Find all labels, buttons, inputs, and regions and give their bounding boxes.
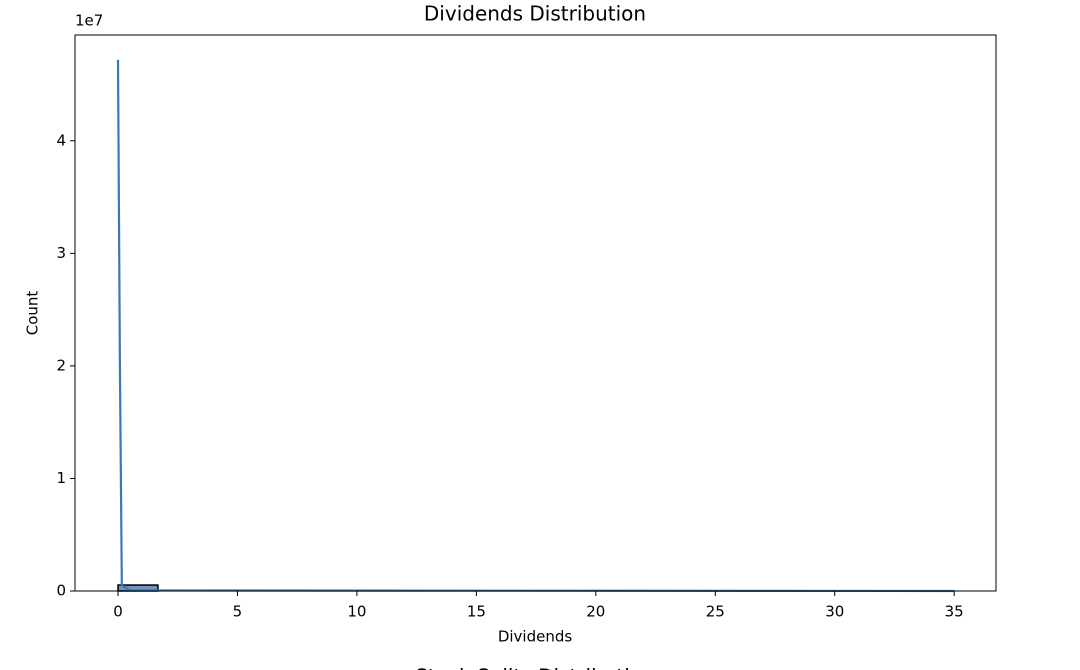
x-axis-label: Dividends xyxy=(498,628,573,646)
x-tick-label: 30 xyxy=(825,603,844,621)
x-tick-label: 0 xyxy=(113,603,123,621)
y-offset-label: 1e7 xyxy=(75,12,103,30)
y-tick-label: 4 xyxy=(56,131,66,149)
y-axis-label: Count xyxy=(24,291,42,336)
x-tick-label: 15 xyxy=(467,603,486,621)
x-tick-label: 25 xyxy=(706,603,725,621)
next-chart-title: Stock Splits Distribution xyxy=(415,665,655,670)
x-tick-label: 35 xyxy=(945,603,964,621)
x-tick-label: 20 xyxy=(586,603,605,621)
y-tick-label: 1 xyxy=(56,469,66,487)
plot-frame xyxy=(74,34,997,592)
y-tick-label: 0 xyxy=(56,582,66,600)
chart-title: Dividends Distribution xyxy=(424,2,646,26)
x-tick-label: 10 xyxy=(347,603,366,621)
y-tick-label: 2 xyxy=(56,356,66,374)
y-tick-label: 3 xyxy=(56,244,66,262)
x-tick-label: 5 xyxy=(233,603,243,621)
